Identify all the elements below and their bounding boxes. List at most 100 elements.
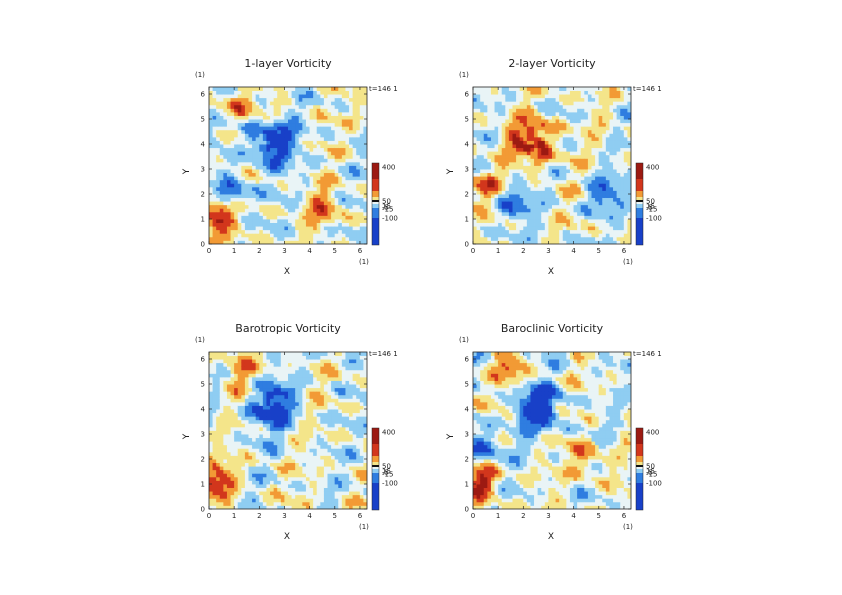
heatmap-cell: [309, 190, 314, 195]
heatmap-cell: [508, 101, 513, 106]
heatmap-cell: [476, 190, 481, 195]
heatmap-cell: [270, 208, 275, 213]
panel-2: 2-layer Vorticity(1)(1)t=146 10 1 2 3 4 5 6012…: [446, 57, 662, 277]
heatmap-cell: [501, 101, 506, 106]
colorbar-label: -100: [382, 215, 398, 223]
heatmap-cell: [508, 87, 513, 91]
heatmap-cell: [498, 236, 503, 241]
heatmap-cell: [277, 176, 282, 181]
heatmap-cell: [359, 226, 364, 231]
heatmap-cell: [237, 451, 242, 456]
heatmap-cell: [241, 409, 246, 414]
heatmap-cell: [341, 151, 346, 156]
heatmap-cell: [255, 366, 260, 371]
heatmap-cell: [541, 97, 546, 102]
heatmap-cell: [552, 172, 556, 177]
heatmap-cell: [498, 144, 503, 149]
heatmap-cell: [223, 505, 228, 509]
heatmap-cell: [259, 140, 264, 145]
heatmap-cell: [523, 201, 528, 206]
heatmap-cell: [252, 165, 257, 170]
heatmap-cell: [349, 126, 354, 131]
heatmap-cell: [277, 355, 282, 360]
heatmap-cell: [490, 211, 495, 216]
heatmap-cell: [230, 384, 235, 389]
heatmap-cell: [234, 437, 239, 442]
heatmap-cell: [598, 204, 603, 209]
y-unit-label: (1): [195, 71, 205, 79]
heatmap-cell: [280, 233, 285, 238]
heatmap-cell: [295, 172, 300, 177]
heatmap-cell: [309, 115, 314, 120]
heatmap-cell: [552, 87, 556, 91]
heatmap-cell: [566, 144, 571, 149]
heatmap-cell: [284, 204, 289, 209]
heatmap-cell: [562, 161, 567, 166]
heatmap-cell: [226, 380, 231, 385]
heatmap-cell: [512, 94, 517, 99]
heatmap-cell: [345, 229, 350, 234]
heatmap-cell: [223, 498, 228, 503]
heatmap-cell: [234, 222, 239, 227]
heatmap-cell: [230, 416, 235, 421]
heatmap-cell: [252, 494, 257, 499]
heatmap-cell: [349, 215, 354, 220]
heatmap-cell: [284, 376, 289, 381]
heatmap-cell: [345, 240, 350, 244]
heatmap-cell: [280, 108, 285, 113]
heatmap-cell: [262, 484, 267, 488]
heatmap-cell: [298, 165, 303, 170]
heatmap-cell: [552, 140, 556, 145]
heatmap-cell: [277, 462, 282, 467]
heatmap-cell: [288, 208, 292, 213]
heatmap-cell: [248, 169, 253, 174]
heatmap-cell: [577, 176, 582, 181]
heatmap-cell: [255, 487, 260, 492]
heatmap-cell: [530, 129, 535, 134]
heatmap-cell: [295, 158, 300, 163]
heatmap-cell: [237, 369, 242, 374]
heatmap-cell: [483, 197, 488, 202]
heatmap-cell: [230, 226, 235, 231]
heatmap-cell: [345, 169, 350, 174]
heatmap-cell: [331, 176, 336, 181]
heatmap-cell: [252, 434, 257, 439]
heatmap-cell: [252, 176, 257, 181]
heatmap-cell: [313, 222, 318, 227]
heatmap-cell: [541, 154, 546, 159]
heatmap-cell: [288, 204, 292, 209]
heatmap-cell: [541, 144, 546, 149]
heatmap-cell: [309, 176, 314, 181]
heatmap-cell: [552, 144, 556, 149]
heatmap-cell: [280, 215, 285, 220]
heatmap-cell: [266, 462, 271, 467]
heatmap-cell: [605, 111, 610, 116]
heatmap-cell: [259, 151, 264, 156]
heatmap-cell: [338, 133, 343, 138]
heatmap-cell: [241, 412, 246, 417]
heatmap-cell: [562, 236, 567, 241]
heatmap-cell: [255, 97, 260, 102]
heatmap-cell: [363, 176, 367, 181]
y-tick-label: 4: [465, 141, 470, 149]
heatmap-cell: [602, 190, 607, 195]
heatmap-cell: [216, 480, 221, 485]
heatmap-cell: [331, 147, 336, 152]
heatmap-cell: [291, 108, 296, 113]
heatmap-cell: [288, 144, 292, 149]
heatmap-cell: [313, 219, 318, 223]
heatmap-cell: [270, 229, 275, 234]
heatmap-cell: [508, 161, 513, 166]
heatmap-cell: [331, 144, 336, 149]
heatmap-cell: [252, 476, 257, 481]
heatmap-cell: [548, 176, 553, 181]
heatmap-cell: [494, 101, 499, 106]
heatmap-cell: [534, 233, 539, 238]
heatmap-cell: [620, 126, 625, 131]
heatmap-cell: [352, 122, 357, 127]
heatmap-cell: [226, 473, 231, 478]
heatmap-cell: [349, 186, 354, 191]
heatmap-cell: [363, 169, 367, 174]
heatmap-cell: [298, 219, 303, 223]
heatmap-cell: [273, 459, 278, 464]
